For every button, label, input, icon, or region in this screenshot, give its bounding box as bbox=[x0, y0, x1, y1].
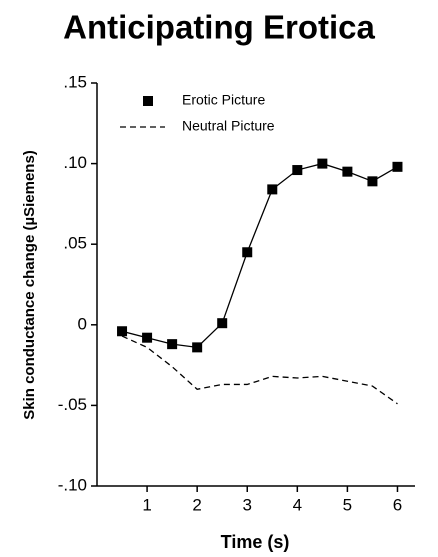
legend-label: Erotic Picture bbox=[182, 92, 265, 108]
legend-label: Neutral Picture bbox=[182, 118, 275, 134]
y-tick-label: .15 bbox=[63, 72, 87, 91]
marker bbox=[167, 339, 178, 350]
y-axis-label: Skin conductance change (µSiemens) bbox=[21, 150, 38, 420]
chart-title: Anticipating Erotica bbox=[63, 9, 375, 46]
marker bbox=[242, 247, 253, 258]
marker bbox=[292, 165, 303, 176]
x-tick-label: 5 bbox=[343, 495, 352, 514]
marker bbox=[317, 158, 328, 169]
marker bbox=[367, 176, 378, 187]
y-tick-label: -.05 bbox=[58, 395, 87, 414]
marker bbox=[342, 166, 353, 177]
marker bbox=[392, 161, 403, 172]
x-tick-label: 4 bbox=[293, 495, 302, 514]
series-line bbox=[121, 335, 398, 405]
marker bbox=[192, 342, 203, 353]
y-tick-label: -.10 bbox=[58, 475, 87, 494]
y-tick-label: .05 bbox=[63, 234, 87, 253]
series-line bbox=[121, 162, 398, 349]
y-tick-label: 0 bbox=[78, 314, 87, 333]
marker bbox=[142, 332, 153, 343]
marker bbox=[267, 184, 278, 195]
legend-marker bbox=[143, 96, 153, 106]
y-tick-label: .10 bbox=[63, 153, 87, 172]
x-axis-label: Time (s) bbox=[221, 532, 290, 552]
marker bbox=[117, 326, 128, 337]
x-tick-label: 3 bbox=[243, 495, 252, 514]
x-tick-label: 2 bbox=[192, 495, 201, 514]
x-tick-label: 1 bbox=[142, 495, 151, 514]
marker bbox=[217, 318, 228, 329]
x-tick-label: 6 bbox=[393, 495, 402, 514]
